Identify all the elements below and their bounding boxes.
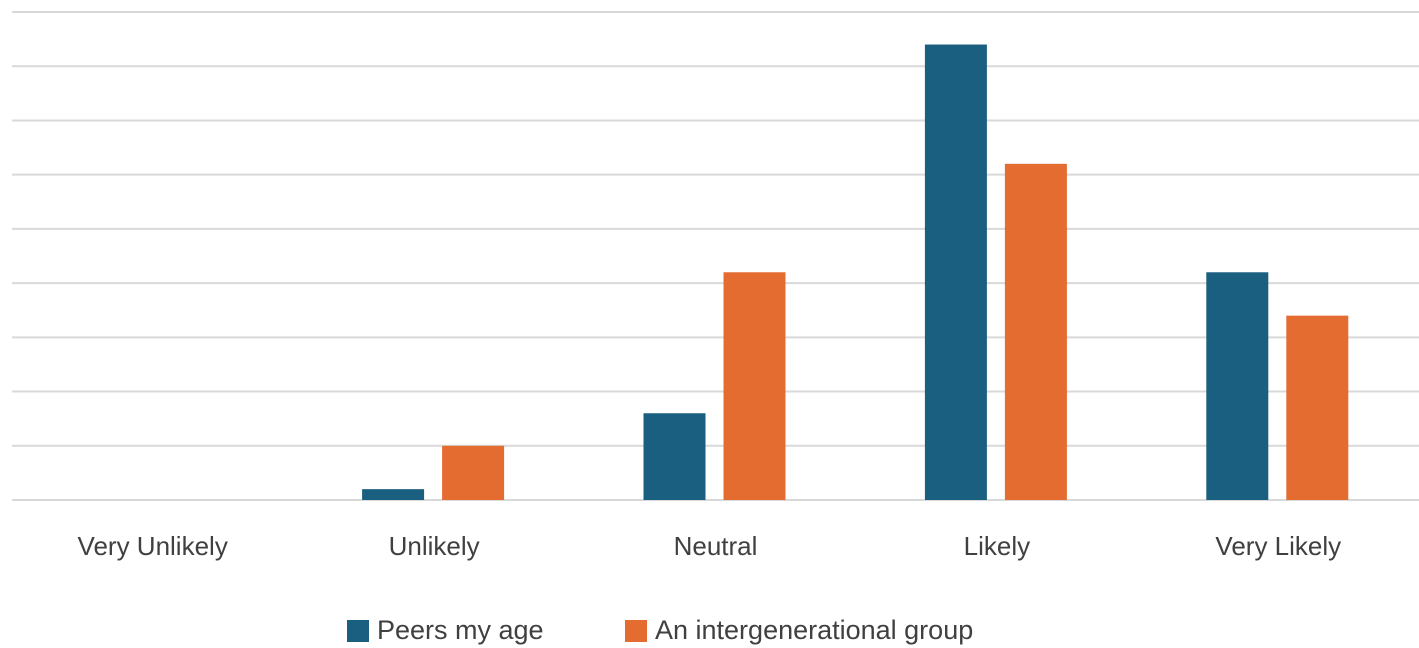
legend-swatch: [625, 620, 647, 642]
x-tick-label: Very Unlikely: [78, 531, 228, 561]
bar: [643, 413, 706, 500]
x-tick-label: Neutral: [674, 531, 758, 561]
bar: [362, 489, 425, 500]
bar: [1286, 315, 1349, 500]
legend-label: An intergenerational group: [655, 615, 973, 645]
bar: [723, 272, 786, 500]
legend-swatch: [347, 620, 369, 642]
bar: [1004, 163, 1067, 501]
bar: [1206, 272, 1269, 500]
bar: [924, 44, 987, 501]
x-tick-label: Very Likely: [1215, 531, 1341, 561]
x-tick-label: Likely: [964, 531, 1030, 561]
x-tick-label: Unlikely: [389, 531, 480, 561]
legend-label: Peers my age: [377, 615, 544, 645]
bar: [442, 445, 505, 500]
